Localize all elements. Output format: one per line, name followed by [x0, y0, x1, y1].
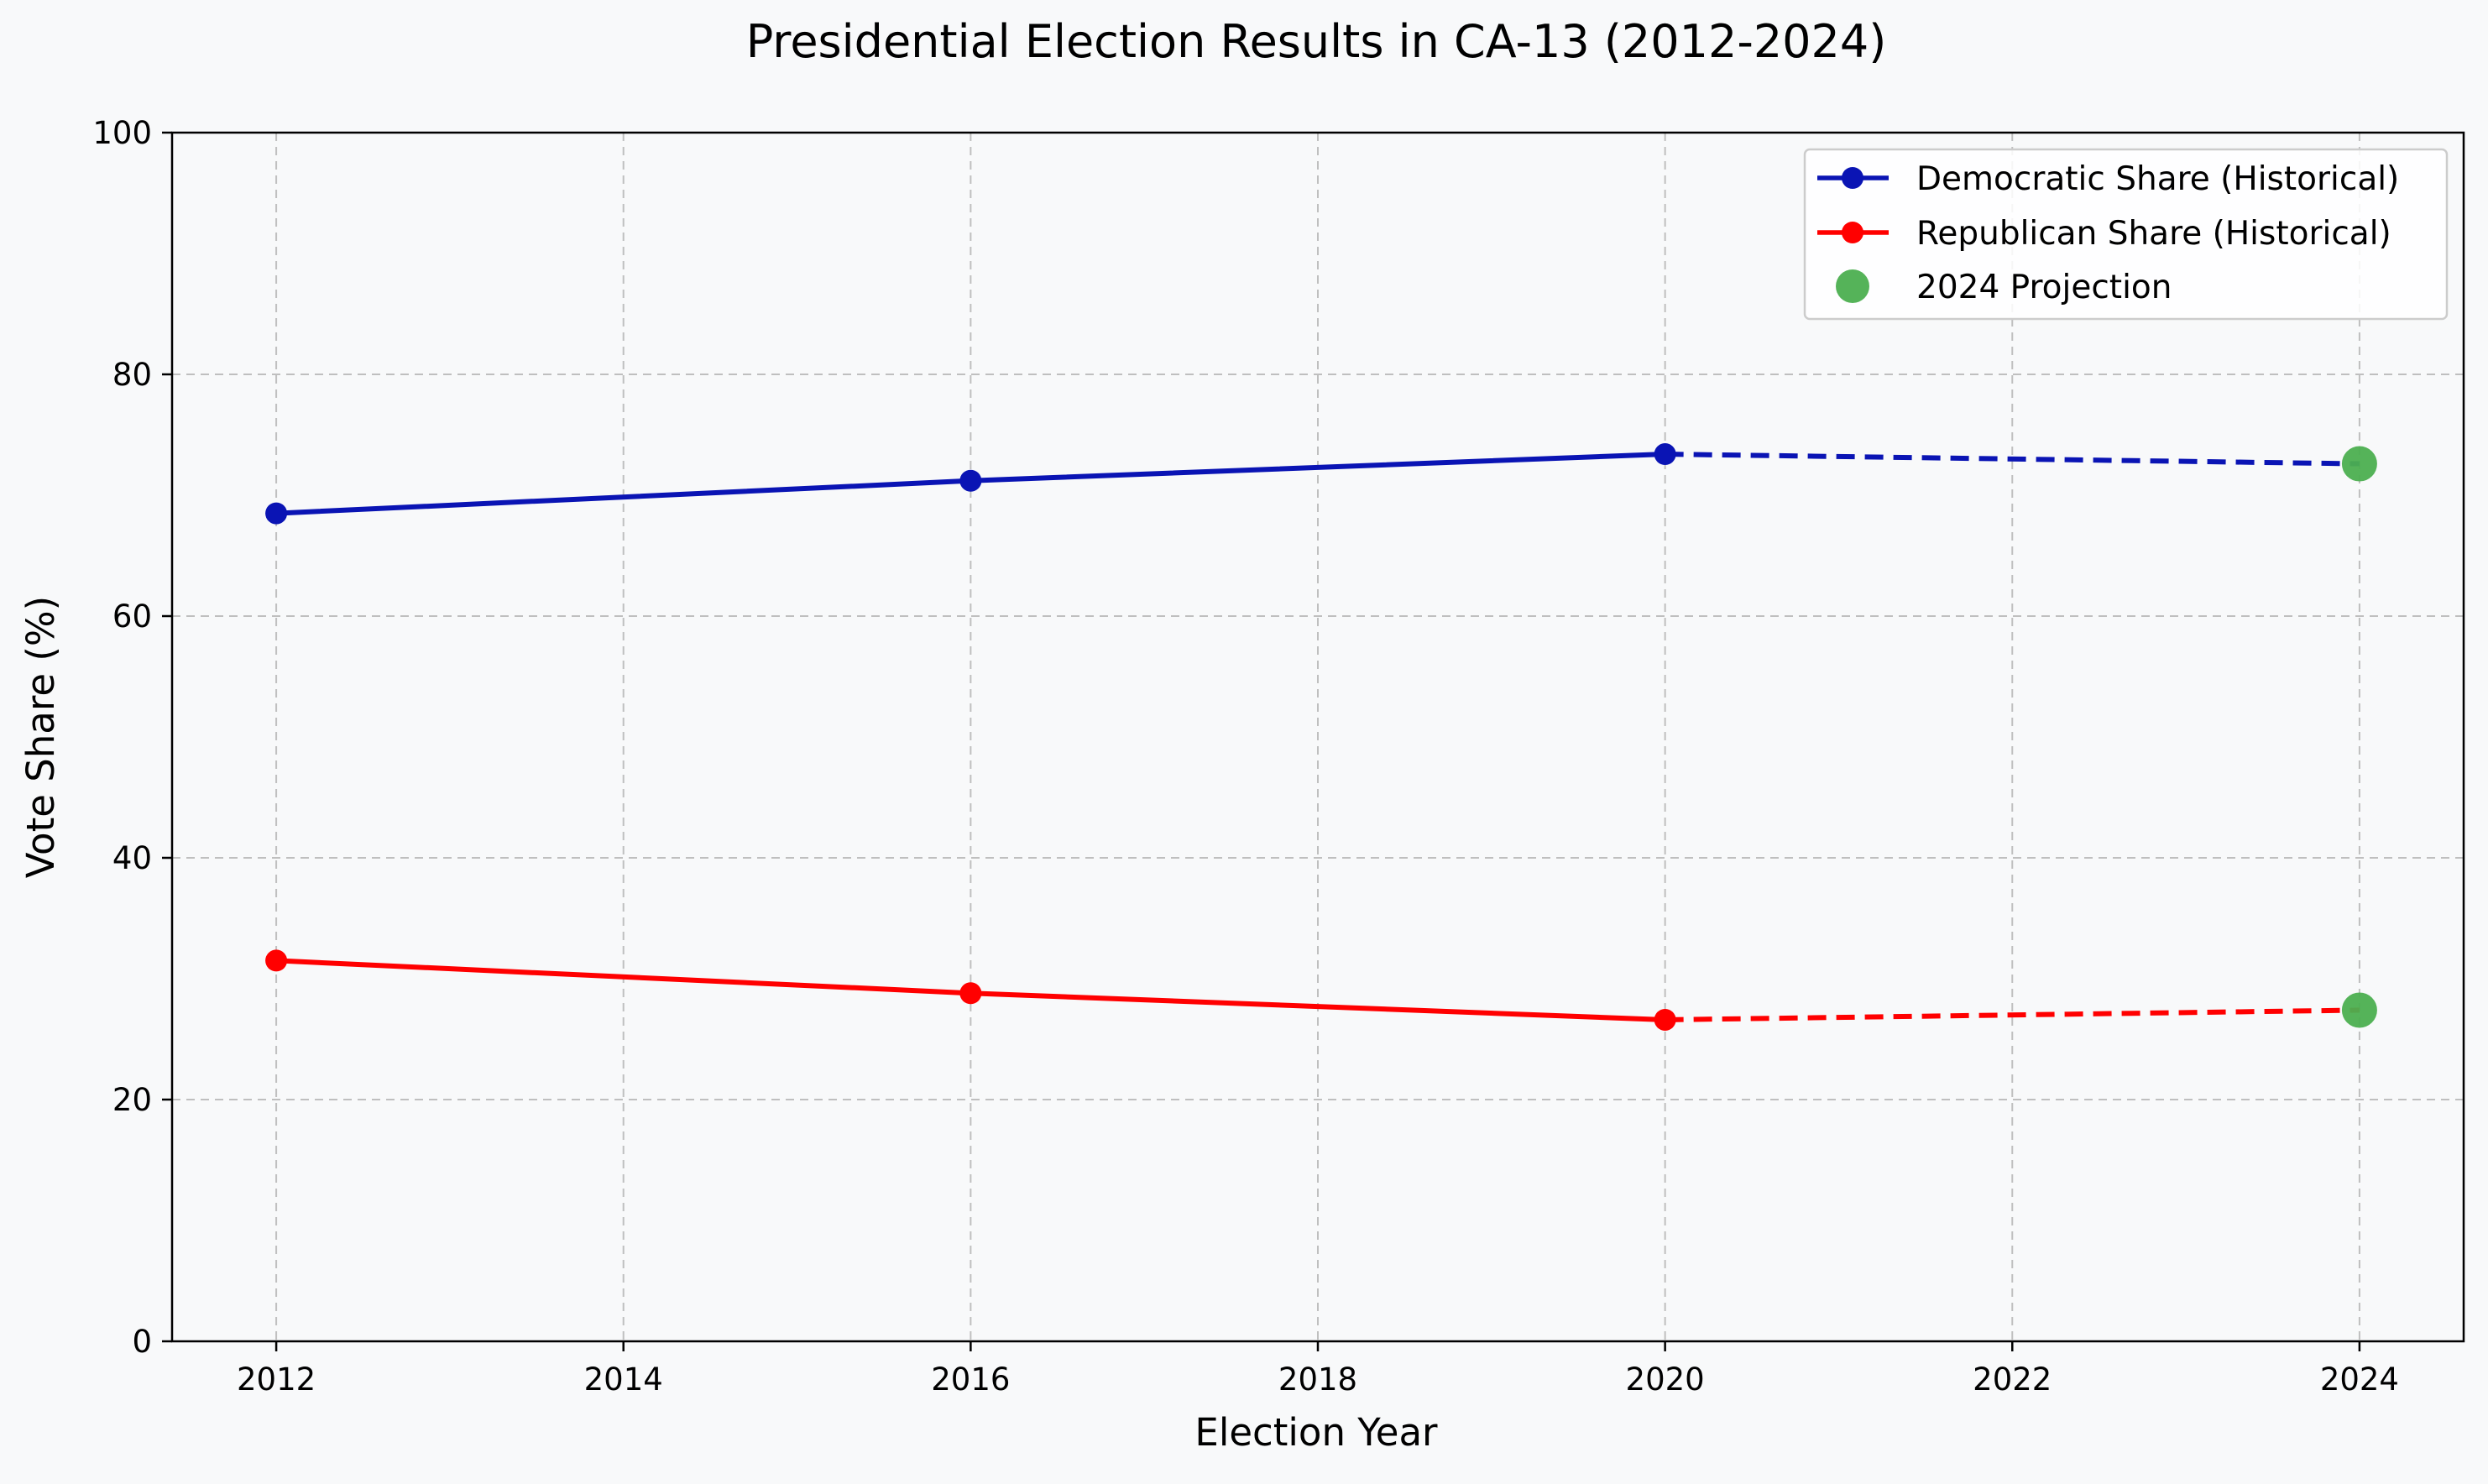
- legend-democratic-label: Democratic Share (Historical): [1916, 160, 2399, 198]
- legend-republican-label: Republican Share (Historical): [1916, 215, 2391, 253]
- axis-ticks: 2012 2014 2016 2018 2020 2022 2024 0 20 40 60 80 100: [92, 115, 2399, 1398]
- x-tick-label: 2012: [237, 1361, 316, 1398]
- x-tick-label: 2020: [1626, 1361, 1705, 1398]
- republican-data-point: [265, 949, 288, 972]
- x-tick-label: 2018: [1278, 1361, 1357, 1398]
- democratic-data-point: [265, 502, 288, 525]
- y-tick-label: 40: [112, 840, 152, 876]
- projection-point: [2341, 992, 2377, 1028]
- x-tick-label: 2014: [584, 1361, 663, 1398]
- legend-democratic-marker: [1842, 167, 1863, 189]
- x-tick-label: 2016: [931, 1361, 1010, 1398]
- projection-dashed-line: [1665, 452, 2360, 467]
- democratic-data-point: [1654, 443, 1676, 466]
- y-tick-label: 20: [112, 1082, 152, 1118]
- x-tick-label: 2022: [1973, 1361, 2052, 1398]
- projection-point: [2341, 446, 2377, 482]
- x-tick-label: 2024: [2320, 1361, 2399, 1398]
- chart-title: Presidential Election Results in CA-13 (…: [746, 15, 1887, 68]
- projection-dashed-line: [1665, 1007, 2360, 1022]
- republican-data-point: [959, 982, 982, 1005]
- legend-republican-marker: [1842, 222, 1863, 243]
- legend-projection-label: 2024 Projection: [1916, 269, 2172, 306]
- data-series: [265, 443, 2377, 1031]
- y-tick-label: 0: [132, 1324, 152, 1360]
- y-tick-label: 60: [112, 598, 152, 635]
- y-tick-label: 100: [92, 115, 152, 151]
- legend: Democratic Share (Historical) Republican…: [1803, 148, 2449, 321]
- x-axis-label: Election Year: [1194, 1410, 1438, 1455]
- republican-data-point: [1654, 1008, 1676, 1031]
- democratic-data-point: [959, 469, 982, 492]
- y-axis-label: Vote Share (%): [18, 596, 63, 879]
- legend-projection-marker: [1836, 269, 1869, 303]
- legend-box: [1803, 148, 2449, 321]
- y-tick-label: 80: [112, 357, 152, 393]
